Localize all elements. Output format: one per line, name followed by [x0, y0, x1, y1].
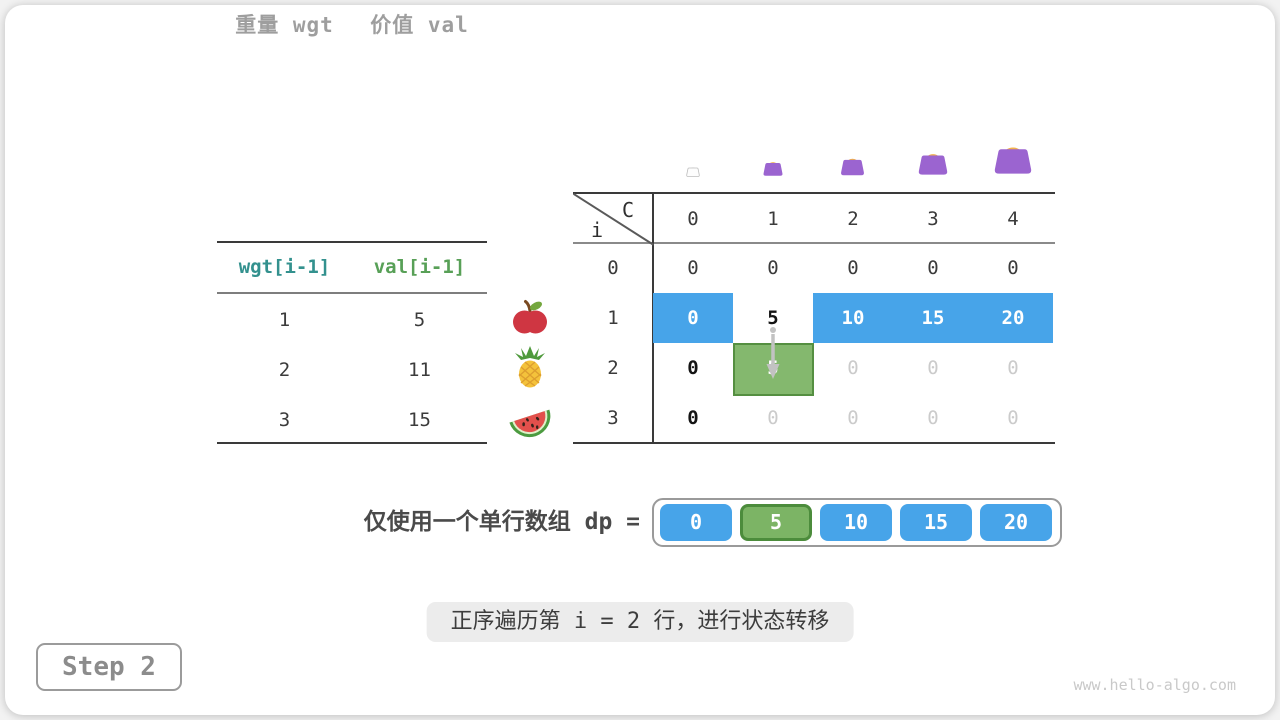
website-url: www.hello-algo.com: [1073, 676, 1236, 694]
dp-array-cell-2: 10: [820, 504, 892, 541]
corner-row-label: i: [591, 218, 604, 242]
dp-cell-r2-c4: 0: [1007, 357, 1019, 379]
wgt-index-label: wgt[i-1]: [238, 256, 331, 278]
dp-cell-r1-c3: 15: [921, 307, 945, 329]
pineapple-icon: [515, 346, 545, 388]
wgt-value: 2: [278, 359, 291, 381]
dp-cell-r1-c2: 10: [841, 307, 865, 329]
dp-array-cell-1: 5: [740, 504, 812, 541]
dp-cell-r0-c2: 0: [847, 257, 859, 279]
corner-col-label: C: [622, 198, 635, 222]
dp-cell-r0-c0: 0: [687, 257, 699, 279]
fruit-table-top-rule: [217, 241, 487, 243]
dp-table-header-rule: [573, 242, 1055, 244]
fruit-table-row-1: 1 5: [217, 295, 487, 345]
dp-cell-r0-c3: 0: [927, 257, 939, 279]
transfer-arrow-icon: [766, 327, 780, 379]
wgt-value: 3: [278, 409, 291, 431]
bag-xlarge-icon: [994, 147, 1032, 174]
dp-cell-r3-c1: 0: [767, 407, 779, 429]
dp-table-bottom-rule: [573, 442, 1055, 444]
dp-cell-r3-c0: 0: [687, 407, 699, 429]
val-value: 11: [408, 359, 431, 381]
dp-cell-r2-c3: 0: [927, 357, 939, 379]
col-header-2: 2: [847, 208, 859, 230]
blue-highlight-band-left: [653, 293, 733, 343]
dp-array-container: 0 5 10 15 20: [652, 498, 1062, 547]
fruit-table-row-3: 3 15: [217, 395, 487, 445]
dp-cell-r3-c4: 0: [1007, 407, 1019, 429]
wgt-value: 1: [278, 309, 291, 331]
row-header-1: 1: [607, 307, 619, 329]
bag-small-icon: [763, 162, 783, 176]
dp-cell-r3-c2: 0: [847, 407, 859, 429]
val-value: 15: [408, 409, 431, 431]
watermelon-icon: [509, 409, 551, 438]
fruit-table-bottom-rule: [217, 442, 487, 444]
step-badge: Step 2: [36, 643, 182, 691]
dp-cell-r1-c4: 20: [1001, 307, 1025, 329]
fruit-table-header-val: 价值 val: [370, 13, 469, 37]
dp-array-cell-4: 20: [980, 504, 1052, 541]
row-header-0: 0: [607, 257, 619, 279]
bag-large-icon: [918, 154, 948, 175]
bag-empty-icon: [686, 167, 700, 177]
dp-cell-r1-c1: 5: [767, 307, 779, 329]
caption-text: 正序遍历第 i = 2 行，进行状态转移: [426, 602, 854, 642]
apple-icon: [513, 300, 547, 334]
dp-cell-r2-c0: 0: [687, 357, 699, 379]
val-index-label: val[i-1]: [373, 256, 466, 278]
fruit-table-index-row: wgt[i-1] val[i-1]: [217, 242, 487, 292]
dp-cell-r0-c1: 0: [767, 257, 779, 279]
fruit-table-header-wgt: 重量 wgt: [235, 13, 334, 37]
blue-highlight-band-right: [813, 293, 1053, 343]
dp-cell-r3-c3: 0: [927, 407, 939, 429]
fruit-table-mid-rule: [217, 292, 487, 294]
dp-array-cell-3: 15: [900, 504, 972, 541]
dp-cell-r0-c4: 0: [1007, 257, 1019, 279]
fruit-table-row-2: 2 11: [217, 345, 487, 395]
col-header-3: 3: [927, 208, 939, 230]
col-header-1: 1: [767, 208, 779, 230]
dp-cell-r2-c2: 0: [847, 357, 859, 379]
val-value: 5: [413, 309, 426, 331]
dp-table-top-rule: [573, 192, 1055, 194]
bag-medium-icon: [841, 158, 864, 176]
dp-cell-r1-c0: 0: [687, 307, 699, 329]
row-header-3: 3: [607, 407, 619, 429]
fruit-table-header: 重量 wgt 价值 val: [217, 0, 487, 50]
dp-array-label: 仅使用一个单行数组 dp =: [363, 509, 640, 535]
row-header-2: 2: [607, 357, 619, 379]
col-header-0: 0: [687, 208, 699, 230]
col-header-4: 4: [1007, 208, 1019, 230]
dp-array-cell-0: 0: [660, 504, 732, 541]
figure-card: [5, 5, 1275, 715]
